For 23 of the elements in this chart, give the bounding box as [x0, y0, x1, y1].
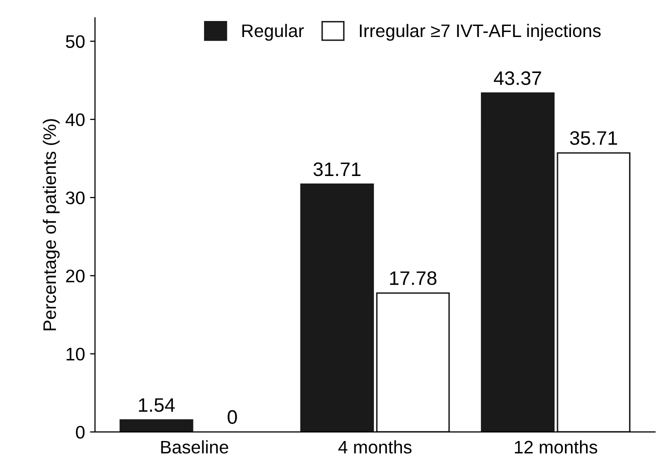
legend-label: Irregular ≥7 IVT-AFL injections [360, 24, 601, 41]
legend-label: Regular [242, 24, 304, 41]
y-tick-label: 50 [66, 35, 85, 48]
x-tick-label: 4 months [338, 440, 412, 454]
y-tick-label: 10 [66, 348, 85, 361]
y-tick-label: 20 [66, 270, 85, 282]
bar [376, 292, 450, 432]
x-tick-label: Baseline [161, 440, 228, 454]
y-axis-title: Percentage of patients (%) [42, 119, 60, 330]
data-label: 0 [228, 410, 237, 424]
y-tick-label: 0 [76, 426, 85, 439]
data-label: 31.71 [314, 162, 360, 176]
x-tick-label: 12 months [514, 440, 598, 454]
data-label: 35.71 [570, 131, 618, 145]
data-label: 1.54 [138, 398, 175, 412]
y-tick-label: 40 [66, 113, 85, 126]
bar [120, 419, 194, 432]
data-label: 43.37 [494, 71, 542, 86]
data-label: 17.78 [390, 271, 436, 286]
y-tick-label: 30 [66, 191, 85, 204]
bar [480, 92, 555, 432]
bar [556, 152, 630, 432]
bar [300, 183, 374, 432]
